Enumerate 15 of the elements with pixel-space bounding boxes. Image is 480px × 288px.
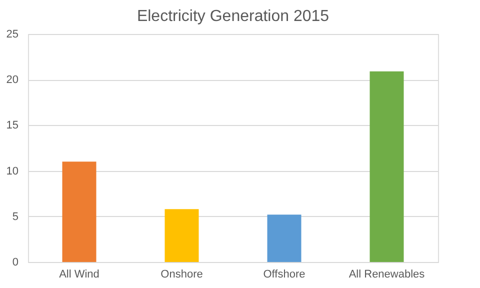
bar	[267, 214, 302, 262]
y-tick-label: 0	[12, 256, 18, 268]
y-tick-label: 5	[12, 210, 18, 223]
x-tick-label: All Renewables	[348, 268, 426, 280]
x-tick-label: All Wind	[59, 268, 100, 280]
y-tick-label: 10	[6, 165, 18, 178]
bar	[62, 162, 96, 262]
chart-title: Electricity Generation 2015	[136, 8, 330, 25]
bar	[164, 209, 199, 262]
x-tick-label: Onshore	[160, 268, 203, 280]
bar	[370, 71, 404, 262]
y-tick-label: 25	[6, 28, 18, 40]
y-tick-label: 20	[6, 74, 18, 86]
x-tick-label: Offshore	[263, 268, 306, 280]
y-tick-label: 15	[6, 120, 18, 132]
